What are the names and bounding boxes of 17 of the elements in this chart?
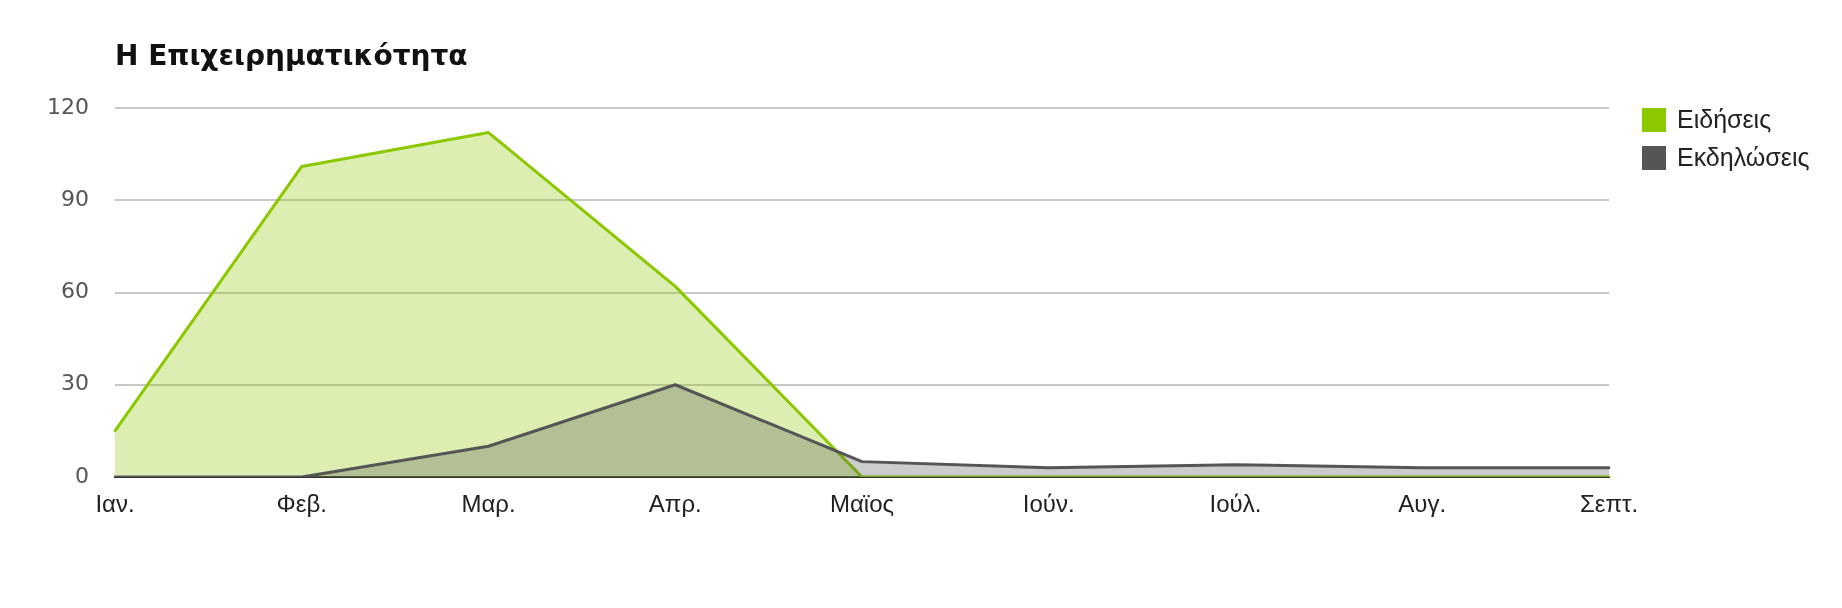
legend-label: Ειδήσεις — [1677, 104, 1772, 133]
x-tick-label: Μαρ. — [461, 490, 516, 518]
x-tick-label: Αυγ. — [1398, 490, 1447, 518]
x-tick-label: Ιούν. — [1022, 490, 1075, 518]
y-tick-label: 90 — [61, 185, 89, 211]
x-tick-label: Σεπτ. — [1579, 490, 1639, 518]
x-tick-label: Απρ. — [648, 490, 702, 518]
legend-label: Εκδηλώσεις — [1677, 142, 1810, 171]
x-tick-label: Μαϊος — [829, 490, 895, 518]
y-tick-label: 120 — [47, 93, 89, 119]
y-tick-label: 0 — [75, 462, 89, 488]
x-tick-label: Ιαν. — [95, 490, 135, 518]
x-tick-label: Ιούλ. — [1209, 490, 1262, 518]
y-tick-label: 30 — [61, 370, 89, 396]
chart-title: Η Επιχειρηματικότητα — [115, 39, 468, 72]
x-tick-label: Φεβ. — [276, 490, 327, 518]
y-tick-label: 60 — [61, 278, 89, 304]
